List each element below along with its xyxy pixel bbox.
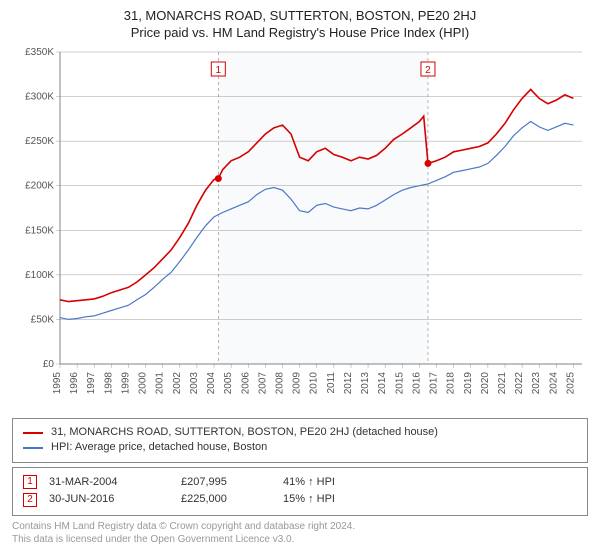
sale-row-2: 2 30-JUN-2016 £225,000 15% ↑ HPI	[23, 491, 577, 509]
legend-swatch	[23, 447, 43, 449]
x-tick-label: 1999	[120, 371, 131, 394]
sale-marker-num-2: 2	[425, 65, 431, 76]
sales-table: 1 31-MAR-2004 £207,995 41% ↑ HPI 2 30-JUN-201…	[12, 467, 588, 516]
shaded-region	[218, 52, 428, 364]
x-tick-label: 2003	[189, 371, 200, 394]
x-tick-label: 2009	[292, 371, 303, 394]
sale-date: 31-MAR-2004	[49, 474, 169, 492]
y-tick-label: £50K	[31, 314, 55, 325]
x-tick-label: 2002	[172, 371, 183, 394]
y-tick-label: £350K	[25, 47, 54, 58]
sale-date: 30-JUN-2016	[49, 491, 169, 509]
chart-container: 31, MONARCHS ROAD, SUTTERTON, BOSTON, PE…	[0, 0, 600, 560]
x-tick-label: 2020	[480, 371, 491, 394]
sale-relation: 15% ↑ HPI	[283, 491, 403, 509]
x-tick-label: 2005	[223, 371, 234, 394]
chart-area: £0 £50K £100K £150K £200K £250K £300K £350K 1995…	[12, 46, 588, 416]
price-chart: £0 £50K £100K £150K £200K £250K £300K £350K 1995…	[12, 46, 588, 416]
sale-marker-num-1: 1	[216, 65, 222, 76]
x-tick-label: 1996	[69, 371, 80, 394]
legend-row-1: HPI: Average price, detached house, Bost…	[23, 440, 577, 455]
sale-point-2	[424, 160, 431, 167]
x-tick-label: 2013	[360, 371, 371, 394]
x-tick-label: 2015	[394, 371, 405, 394]
legend-box: 31, MONARCHS ROAD, SUTTERTON, BOSTON, PE…	[12, 418, 588, 463]
page-subtitle: Price paid vs. HM Land Registry's House …	[12, 25, 588, 40]
x-tick-label: 2001	[155, 371, 166, 394]
x-tick-label: 1998	[103, 371, 114, 394]
x-tick-label: 2018	[446, 371, 457, 394]
footnote-line1: Contains HM Land Registry data © Crown c…	[12, 520, 588, 533]
x-tick-label: 2008	[274, 371, 285, 394]
x-tick-label: 2000	[138, 371, 149, 394]
y-tick-label: £300K	[25, 91, 54, 102]
x-tick-label: 2010	[309, 371, 320, 394]
x-tick-label: 2022	[514, 371, 525, 394]
y-tick-label: £0	[43, 359, 55, 370]
x-tick-label: 2006	[240, 371, 251, 394]
legend-swatch	[23, 432, 43, 434]
x-tick-label: 2021	[497, 371, 508, 394]
sale-row-1: 1 31-MAR-2004 £207,995 41% ↑ HPI	[23, 474, 577, 492]
x-tick-label: 2016	[411, 371, 422, 394]
x-tick-label: 2019	[463, 371, 474, 394]
sale-price: £225,000	[181, 491, 271, 509]
sale-marker-icon: 2	[23, 493, 37, 507]
x-tick-label: 2024	[548, 371, 559, 394]
x-tick-label: 2017	[429, 371, 440, 394]
footnote-line2: This data is licensed under the Open Gov…	[12, 533, 588, 546]
footnote: Contains HM Land Registry data © Crown c…	[12, 520, 588, 546]
x-tick-label: 2007	[257, 371, 268, 394]
sale-relation: 41% ↑ HPI	[283, 474, 403, 492]
x-tick-label: 2004	[206, 371, 217, 394]
page-title: 31, MONARCHS ROAD, SUTTERTON, BOSTON, PE…	[12, 8, 588, 25]
legend-label: HPI: Average price, detached house, Bost…	[51, 440, 267, 455]
x-tick-label: 1997	[86, 371, 97, 394]
x-tick-label: 1995	[52, 371, 63, 394]
x-tick-label: 2025	[565, 371, 576, 394]
legend-row-0: 31, MONARCHS ROAD, SUTTERTON, BOSTON, PE…	[23, 425, 577, 440]
y-tick-label: £200K	[25, 181, 54, 192]
y-tick-label: £150K	[25, 225, 54, 236]
sale-point-1	[215, 175, 222, 182]
legend-label: 31, MONARCHS ROAD, SUTTERTON, BOSTON, PE…	[51, 425, 438, 440]
y-tick-label: £100K	[25, 270, 54, 281]
x-tick-label: 2012	[343, 371, 354, 394]
x-tick-label: 2023	[531, 371, 542, 394]
sale-marker-icon: 1	[23, 475, 37, 489]
x-tick-label: 2011	[326, 371, 337, 393]
sale-price: £207,995	[181, 474, 271, 492]
x-tick-label: 2014	[377, 371, 388, 394]
y-tick-label: £250K	[25, 136, 54, 147]
